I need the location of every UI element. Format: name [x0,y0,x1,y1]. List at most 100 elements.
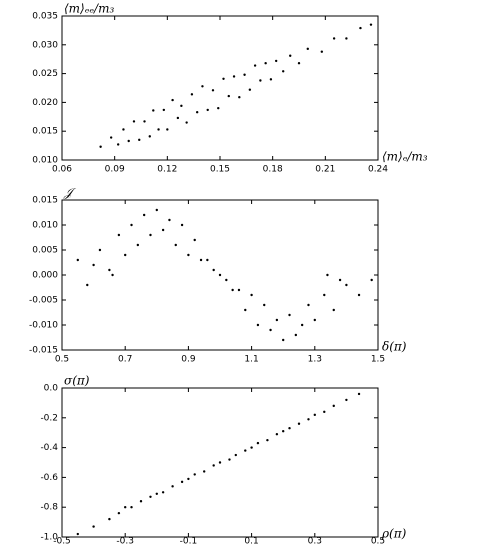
x-tick-label: 1.5 [371,355,385,365]
point [370,278,373,282]
point [138,138,141,142]
point [300,323,304,327]
y-tick-label: 0.010 [32,221,58,231]
point [206,258,209,262]
y-tick-label: 0.015 [32,196,58,206]
point [259,79,262,82]
point [108,268,111,272]
point [176,116,180,120]
x-tick-label: 0.18 [263,165,283,175]
point [275,318,279,322]
point [332,308,335,312]
point [148,135,151,138]
point [313,318,316,322]
point [180,223,184,227]
point [289,54,292,57]
point [237,288,241,292]
point [168,218,171,222]
point [195,110,199,114]
point [313,413,316,417]
x-tick-label: 0.12 [157,165,177,175]
x-tick-label: 0.3 [308,537,322,545]
point [288,427,291,430]
point [171,485,174,488]
point [307,303,310,307]
x-axis-label: ⟨m⟩ₑ/m₃ [382,150,428,164]
point [264,62,267,65]
point [332,37,336,40]
point [116,143,120,146]
y-tick-label: -0.005 [29,296,58,306]
plot-frame [61,15,379,161]
point [256,323,260,327]
point [288,313,291,317]
point [149,495,152,498]
y-tick-label: 0.010 [32,156,58,166]
point [212,268,215,272]
point [345,37,348,40]
point [92,263,95,267]
x-tick-label: 0.06 [52,165,72,175]
point [99,145,102,148]
x-tick-label: 0.7 [118,355,132,365]
point [357,392,361,396]
point [282,430,285,433]
x-tick-label: -0.3 [116,537,134,545]
point [174,243,177,247]
point [136,243,140,247]
point [263,303,266,307]
y-tick-label: -0.6 [40,473,58,483]
point [92,525,95,528]
x-tick-label: 1.1 [244,355,258,365]
point [130,506,133,509]
y-tick-label: -0.010 [29,321,58,331]
point [222,77,225,80]
point [76,532,80,536]
point [152,109,155,112]
point [212,464,215,467]
point [250,446,253,449]
x-tick-label: 0.15 [210,165,230,175]
point [130,223,133,227]
y-tick-label: -0.015 [29,346,58,356]
point [180,104,183,108]
point [127,139,130,143]
y-tick-label: -0.2 [40,413,58,423]
point [244,308,247,312]
point [162,108,166,112]
point [345,398,348,402]
point [338,278,342,282]
point [124,506,127,509]
point [297,422,301,425]
point [256,441,260,445]
x-axis-label: ρ(π) [381,527,407,541]
point [206,108,209,112]
point [193,473,196,476]
y-tick-label: 0.015 [32,127,58,137]
point [248,88,252,91]
y-tick-label: -0.4 [40,443,58,453]
plot-frame [61,387,379,538]
point [143,120,146,123]
point [190,93,194,96]
point [155,492,158,495]
y-tick-label: 0.0 [44,384,59,394]
point [274,59,278,63]
point [238,96,241,99]
point [139,500,143,503]
point [117,511,121,515]
point [243,73,246,76]
y-tick-label: -0.8 [40,503,58,513]
point [185,121,188,124]
x-tick-label: -0.1 [180,537,198,545]
x-tick-label: 1.3 [308,355,322,365]
point [203,470,206,473]
point [201,85,204,88]
point [227,94,230,98]
y-tick-label: -1.0 [40,533,58,543]
point [180,480,184,484]
point [111,273,114,277]
point [359,26,362,30]
y-tick-label: 0.030 [32,40,58,50]
